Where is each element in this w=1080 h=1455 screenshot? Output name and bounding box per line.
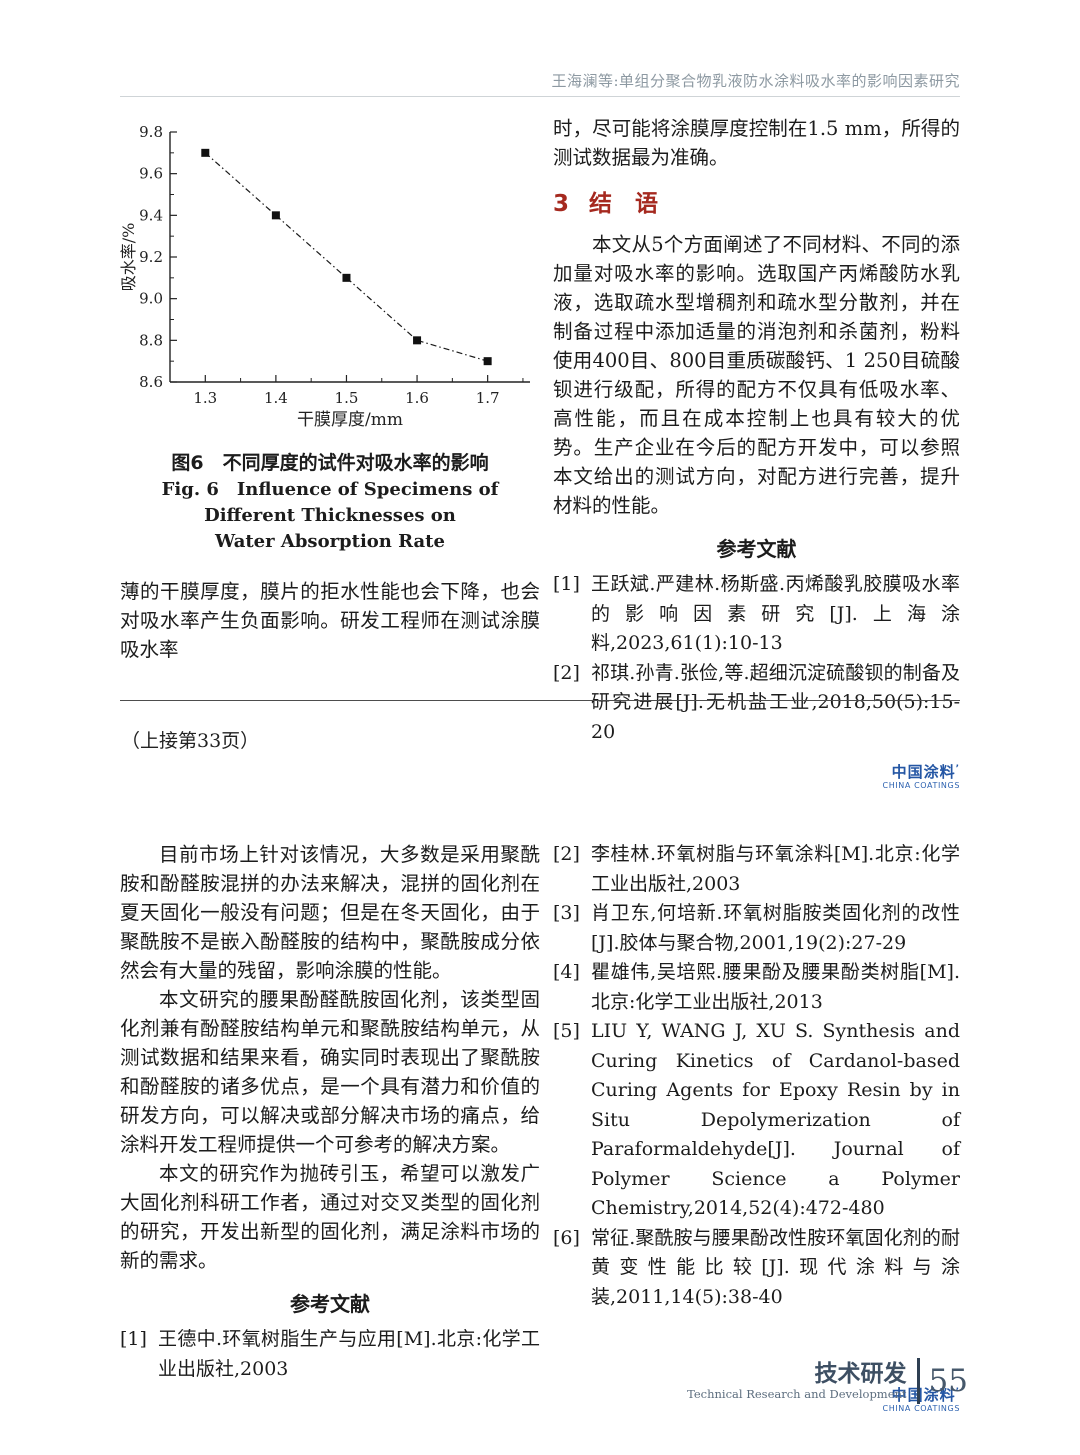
reference-number: [4] — [553, 961, 580, 983]
reference-number: [2] — [553, 661, 580, 684]
reference-number: [5] — [553, 1020, 580, 1042]
spacer — [120, 555, 540, 577]
paragraph: 本文研究的腰果酚醛酰胺固化剂，该类型固化剂兼有酚醛胺结构单元和聚酰胺结构单元，从… — [120, 988, 540, 1156]
page-number: 55 — [928, 1363, 968, 1399]
reference-text: 祁琪.孙青.张俭,等.超细沉淀硫酸钡的制备及研究进展[J].无机盐工业,2018… — [591, 661, 960, 743]
reference-item: [1] 王跃斌.严建林.杨斯盛.丙烯酸乳胶膜吸水率的影响因素研究[J].上海涂料… — [553, 570, 960, 659]
footer-section-en: Technical Research and Development — [687, 1386, 907, 1401]
svg-text:8.8: 8.8 — [139, 331, 163, 349]
footer-section-zh: 技术研发 — [814, 1360, 907, 1387]
china-coatings-logo: 中国涂料’ CHINA COATINGS — [553, 761, 960, 791]
reference-number: [6] — [553, 1226, 580, 1249]
logo-zh-text: 中国涂料’ — [891, 763, 960, 781]
paragraph-top-left: 薄的干膜厚度，膜片的拒水性能也会下降，也会对吸水率产生负面影响。研发工程师在测试… — [120, 580, 540, 661]
svg-text:1.3: 1.3 — [193, 389, 217, 407]
paragraph: 本文的研究作为抛砖引玉，希望可以激发广大固化剂科研工作者，通过对交叉类型的固化剂… — [120, 1162, 540, 1272]
logo-zh-text: 中国涂料’ — [891, 1386, 960, 1404]
svg-text:9.8: 9.8 — [139, 123, 163, 141]
reference-text: 瞿雄伟,吴培熙.腰果酚及腰果酚类树脂[M].北京:化学工业出版社,2013 — [591, 961, 960, 1013]
column-top-left: 8.6 8.8 9.0 9.2 9.4 9.6 9.8 1.3 1.4 1.5 1.6 1.7 吸水率/… — [119, 116, 540, 664]
svg-text:9.4: 9.4 — [139, 206, 163, 224]
reference-number: [1] — [120, 1328, 147, 1350]
footer-divider — [916, 1358, 920, 1404]
reference-item: [4] 瞿雄伟,吴培熙.腰果酚及腰果酚类树脂[M].北京:化学工业出版社,201… — [553, 958, 960, 1017]
svg-text:1.4: 1.4 — [264, 389, 288, 407]
svg-text:吸水率/%: 吸水率/% — [120, 223, 138, 292]
header-rule — [120, 96, 960, 97]
references-heading-bottom: 参考文献 — [290, 1292, 370, 1316]
chart-svg: 8.6 8.8 9.0 9.2 9.4 9.6 9.8 1.3 1.4 1.5 1.6 1.7 吸水率/… — [119, 123, 530, 430]
reference-text: 李桂林.环氧树脂与环氧涂料[M].北京:化学工业出版社,2003 — [591, 843, 960, 895]
reference-item: [2] 祁琪.孙青.张俭,等.超细沉淀硫酸钡的制备及研究进展[J].无机盐工业,… — [553, 659, 960, 748]
footer-section-label: 技术研发 Technical Research and Development — [687, 1361, 906, 1402]
reference-item: [1] 王德中.环氧树脂生产与应用[M].北京:化学工业出版社,2003 — [120, 1325, 540, 1384]
figure-caption-en-line1: Fig. 6 Influence of Specimens of Differe… — [161, 479, 499, 526]
section-title: 结 语 — [589, 191, 659, 217]
reference-item: [6] 常征.聚酰胺与腰果酚改性胺环氧固化剂的耐黄变性能比较[J].现代涂料与涂… — [553, 1224, 960, 1313]
reference-item: [3] 肖卫东,何培新.环氧树脂胺类固化剂的改性[J].胶体与聚合物,2001,… — [553, 899, 960, 958]
svg-text:1.7: 1.7 — [476, 389, 500, 407]
svg-text:9.0: 9.0 — [139, 290, 163, 308]
logo-en-text: CHINA COATINGS — [882, 1404, 960, 1413]
logo-en-text: CHINA COATINGS — [882, 781, 960, 790]
reference-text: LIU Y, WANG J, XU S. Synthesis and Curin… — [591, 1020, 960, 1219]
svg-text:9.6: 9.6 — [139, 165, 163, 183]
page-footer: 技术研发 Technical Research and Development … — [687, 1358, 968, 1404]
paragraph: 目前市场上针对该情况，大多数是采用聚酰胺和酚醛胺混拼的办法来解决，混拼的固化剂在… — [120, 843, 540, 982]
china-coatings-logo: 中国涂料’ CHINA COATINGS — [553, 1384, 960, 1414]
column-bottom-right: [2] 李桂林.环氧树脂与环氧涂料[M].北京:化学工业出版社,2003 [3]… — [553, 840, 960, 1414]
reference-text: 肖卫东,何培新.环氧树脂胺类固化剂的改性[J].胶体与聚合物,2001,19(2… — [591, 902, 960, 954]
continued-from-note: （上接第33页） — [121, 730, 260, 752]
reference-item: [5] LIU Y, WANG J, XU S. Synthesis and C… — [553, 1017, 960, 1224]
figure-caption-zh: 图6 不同厚度的试件对吸水率的影响 — [171, 452, 489, 474]
column-bottom-left: 目前市场上针对该情况，大多数是采用聚酰胺和酚醛胺混拼的办法来解决，混拼的固化剂在… — [120, 840, 540, 1384]
reference-text: 王跃斌.严建林.杨斯盛.丙烯酸乳胶膜吸水率的影响因素研究[J].上海涂料,202… — [591, 573, 960, 654]
section-heading-conclusion: 3 结 语 — [553, 188, 960, 220]
reference-text: 王德中.环氧树脂生产与应用[M].北京:化学工业出版社,2003 — [158, 1328, 540, 1380]
reference-number: [2] — [553, 843, 580, 865]
svg-text:干膜厚度/mm: 干膜厚度/mm — [297, 410, 403, 430]
paragraph-continued: 时，尽可能将涂膜厚度控制在1.5 mm，所得的测试数据最为准确。 — [553, 117, 960, 169]
figure-chart: 8.6 8.8 9.0 9.2 9.4 9.6 9.8 1.3 1.4 1.5 1.6 1.7 吸水率/… — [119, 116, 540, 438]
column-top-right: 时，尽可能将涂膜厚度控制在1.5 mm，所得的测试数据最为准确。 3 结 语 本… — [553, 114, 960, 791]
section-number: 3 — [553, 191, 570, 217]
references-heading-top: 参考文献 — [716, 537, 797, 561]
svg-text:1.5: 1.5 — [335, 389, 359, 407]
svg-text:8.6: 8.6 — [139, 373, 163, 391]
section-divider — [120, 700, 960, 701]
reference-number: [1] — [553, 573, 580, 595]
logo-trademark: ’ — [955, 1387, 960, 1397]
running-header-title: 王海澜等:单组分聚合物乳液防水涂料吸水率的影响因素研究 — [551, 72, 960, 90]
svg-text:9.2: 9.2 — [139, 248, 163, 266]
figure-caption-en-line2: Water Absorption Rate — [215, 531, 445, 552]
logo-trademark: ’ — [955, 764, 960, 774]
reference-item: [2] 李桂林.环氧树脂与环氧涂料[M].北京:化学工业出版社,2003 — [553, 840, 960, 899]
reference-text: 常征.聚酰胺与腰果酚改性胺环氧固化剂的耐黄变性能比较[J].现代涂料与涂装,20… — [591, 1226, 960, 1308]
reference-number: [3] — [553, 902, 580, 924]
svg-text:1.6: 1.6 — [405, 389, 429, 407]
paragraph-conclusion: 本文从5个方面阐述了不同材料、不同的添加量对吸水率的影响。选取国产丙烯酸防水乳液… — [553, 233, 960, 517]
